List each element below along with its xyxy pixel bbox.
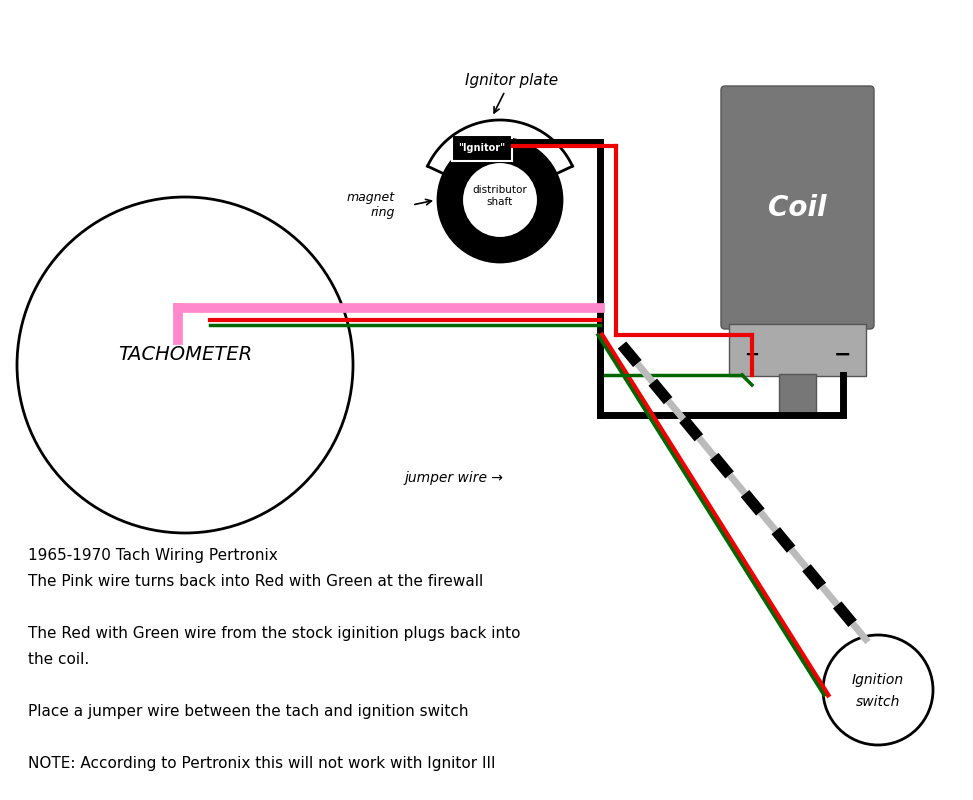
FancyBboxPatch shape xyxy=(729,324,866,376)
Circle shape xyxy=(462,162,538,238)
Text: 1965-1970 Tach Wiring Pertronix: 1965-1970 Tach Wiring Pertronix xyxy=(28,548,277,563)
Text: jumper wire →: jumper wire → xyxy=(405,471,504,485)
Text: "Ignitor": "Ignitor" xyxy=(458,143,506,153)
FancyBboxPatch shape xyxy=(452,135,512,161)
Circle shape xyxy=(438,138,562,262)
FancyBboxPatch shape xyxy=(721,86,874,329)
Circle shape xyxy=(823,635,933,745)
Text: The Red with Green wire from the stock iginition plugs back into: The Red with Green wire from the stock i… xyxy=(28,626,521,641)
Text: The Pink wire turns back into Red with Green at the firewall: The Pink wire turns back into Red with G… xyxy=(28,574,484,589)
Text: magnet
ring: magnet ring xyxy=(347,191,395,219)
Text: Coil: Coil xyxy=(769,194,827,222)
Text: TACHOMETER: TACHOMETER xyxy=(118,346,252,365)
Text: the coil.: the coil. xyxy=(28,652,90,667)
Text: Place a jumper wire between the tach and ignition switch: Place a jumper wire between the tach and… xyxy=(28,704,469,719)
Text: +: + xyxy=(744,346,760,364)
Text: −: − xyxy=(834,345,851,365)
Text: distributor
shaft: distributor shaft xyxy=(473,186,527,206)
Text: Ignition: Ignition xyxy=(852,673,904,687)
Text: switch: switch xyxy=(856,695,900,709)
Text: Ignitor plate: Ignitor plate xyxy=(465,73,559,88)
Text: NOTE: According to Pertronix this will not work with Ignitor III: NOTE: According to Pertronix this will n… xyxy=(28,756,495,771)
FancyBboxPatch shape xyxy=(779,374,816,414)
